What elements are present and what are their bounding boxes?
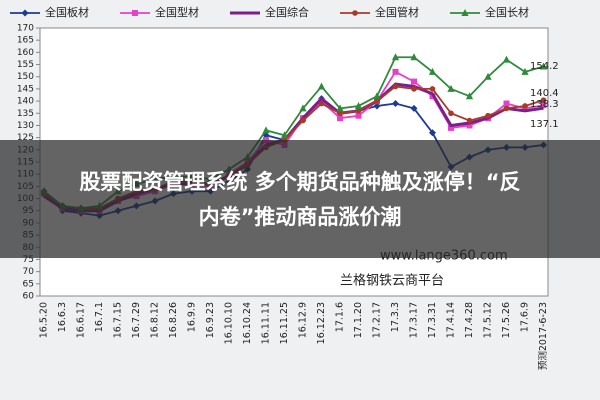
x-tick-label: 16.6.17	[76, 302, 87, 338]
point	[318, 100, 325, 107]
point	[392, 68, 399, 75]
point	[465, 92, 474, 100]
point	[410, 104, 418, 112]
x-tick-label: 17.3.31	[427, 302, 438, 338]
legend-label: 全国长材	[485, 5, 529, 19]
x-tick-label: 17.6.9	[520, 302, 531, 332]
point	[336, 104, 344, 112]
point	[410, 53, 418, 61]
point	[392, 83, 399, 90]
point	[373, 102, 381, 110]
x-tick-label: 16.12.23	[316, 302, 327, 344]
x-tick-label: 16.10.10	[224, 302, 235, 344]
x-tick-label: 16.5.20	[39, 302, 50, 338]
point	[300, 117, 306, 124]
point	[411, 78, 417, 85]
x-tick-label: 16.11.25	[279, 302, 290, 344]
x-tick-label: 17.3.17	[409, 302, 420, 338]
annotation: 137.1	[530, 119, 559, 130]
y-tick-label: 165	[17, 36, 34, 46]
y-tick-label: 65	[23, 279, 34, 289]
annotation: 140.4	[530, 88, 559, 99]
x-tick-label: 17.1.20	[353, 302, 364, 338]
point	[280, 131, 289, 139]
y-tick-label: 160	[17, 48, 34, 58]
x-tick-label: 16.12.9	[298, 302, 309, 338]
point	[317, 82, 326, 90]
overlay-banner	[0, 140, 600, 258]
x-tick-label: 16.9.23	[205, 302, 216, 338]
x-tick-label: 17.5.12	[483, 302, 494, 338]
x-tick-label: 17.5.26	[501, 302, 512, 338]
legend-label: 全国管材	[375, 5, 419, 19]
x-tick-label: 17.2.17	[372, 302, 383, 338]
point	[484, 72, 492, 80]
point	[337, 115, 343, 122]
point	[355, 108, 362, 114]
y-tick-label: 150	[17, 72, 34, 82]
x-tick-label: 16.8.12	[150, 302, 161, 338]
point	[355, 112, 362, 119]
point	[485, 112, 491, 119]
overlay-text: 股票配资管理系统 多个期货品种触及涨停！“反	[79, 170, 520, 194]
point	[466, 117, 473, 124]
y-tick-label: 145	[17, 84, 34, 94]
y-tick-label: 170	[17, 24, 34, 34]
y-tick-label: 125	[17, 133, 34, 143]
x-tick-label: 16.10.24	[242, 302, 253, 344]
legend-label: 全国综合	[265, 5, 309, 19]
point	[262, 126, 270, 134]
point	[428, 67, 437, 75]
y-tick-label: 155	[17, 60, 34, 70]
y-tick-label: 60	[23, 292, 35, 302]
x-tick-label: 16.7.15	[113, 302, 124, 338]
legend-label: 全国型材	[155, 5, 199, 19]
watermark: 兰格钢铁云商平台	[340, 273, 444, 289]
point	[540, 97, 547, 103]
point	[521, 67, 529, 75]
point	[429, 129, 436, 137]
x-tick-label: 16.9.9	[187, 302, 198, 332]
y-tick-label: 70	[23, 267, 35, 277]
x-tick-label: 16.7.1	[94, 302, 105, 332]
point	[354, 101, 363, 109]
point	[373, 92, 381, 100]
point	[299, 104, 307, 112]
point	[447, 84, 455, 92]
y-tick-label: 135	[17, 109, 34, 119]
point	[391, 53, 400, 61]
point	[392, 100, 399, 108]
point	[503, 105, 510, 112]
x-tick-label: 17.4.14	[446, 302, 457, 338]
point	[429, 86, 436, 92]
x-tick-label: 16.6.3	[57, 302, 68, 332]
x-tick-label: 预测2017-6-23	[538, 302, 549, 370]
x-tick-label: 16.7.29	[131, 302, 142, 338]
point	[374, 98, 380, 104]
x-tick-label: 16.8.26	[168, 302, 179, 338]
point	[448, 110, 454, 117]
x-tick-label: 17.1.6	[335, 302, 346, 332]
point	[448, 124, 454, 131]
point	[466, 122, 473, 129]
annotation: 138.3	[530, 99, 559, 110]
point	[502, 55, 511, 63]
point	[337, 110, 343, 117]
point	[522, 103, 528, 109]
overlay-text: 内卷”推动商品涨价潮	[199, 205, 402, 229]
point	[503, 100, 510, 107]
point	[540, 102, 547, 109]
x-tick-label: 16.11.11	[261, 302, 272, 344]
point	[539, 62, 548, 70]
y-tick-label: 140	[17, 97, 34, 107]
legend-label: 全国板材	[45, 5, 89, 19]
x-tick-label: 17.4.28	[464, 302, 475, 338]
x-tick-label: 17.3.3	[390, 302, 401, 332]
annotation: 154.2	[530, 61, 559, 72]
point	[411, 86, 417, 92]
y-tick-label: 130	[17, 121, 34, 131]
y-tick-label: 75	[23, 255, 34, 265]
